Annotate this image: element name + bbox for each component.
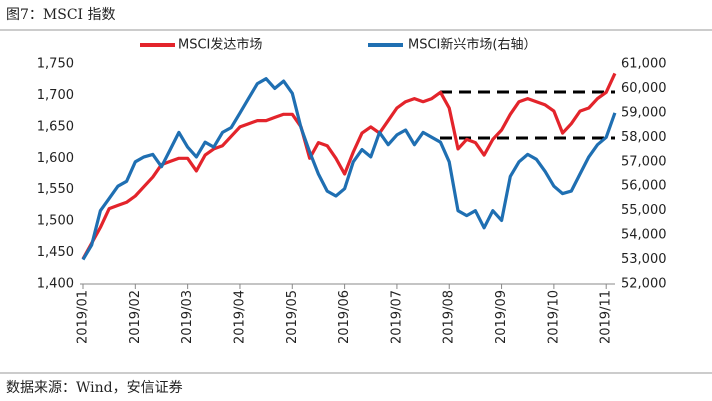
x-tick-label: 2019/03 <box>180 290 195 344</box>
y2-tick-label: 61,000 <box>621 57 667 72</box>
y2-tick-label: 52,000 <box>621 277 667 292</box>
y-tick-label: 1,750 <box>37 57 74 72</box>
y-tick-label: 1,500 <box>37 214 74 229</box>
x-tick-label: 2019/01 <box>76 290 91 344</box>
x-tick-label: 2019/08 <box>442 290 457 344</box>
x-tick-label: 2019/07 <box>389 290 404 344</box>
y2-tick-label: 58,000 <box>621 130 667 145</box>
y2-tick-label: 57,000 <box>621 154 667 169</box>
y2-tick-label: 55,000 <box>621 203 667 218</box>
y-tick-label: 1,550 <box>37 182 74 197</box>
series-line <box>81 72 617 260</box>
legend-label: MSCI新兴市场(右轴） <box>408 37 536 53</box>
x-tick-label: 2019/04 <box>232 290 247 344</box>
x-tick-label: 2019/11 <box>599 290 614 344</box>
y-tick-label: 1,400 <box>37 277 74 292</box>
y2-tick-label: 56,000 <box>621 179 667 194</box>
y2-tick-label: 60,000 <box>621 81 667 96</box>
y-tick-label: 1,450 <box>37 245 74 260</box>
legend-label: MSCI发达市场 <box>178 37 262 53</box>
x-tick-label: 2019/06 <box>337 290 352 344</box>
x-tick-label: 2019/09 <box>494 290 509 344</box>
y-tick-label: 1,600 <box>37 151 74 166</box>
x-tick-label: 2019/05 <box>285 290 300 344</box>
y2-tick-label: 59,000 <box>621 105 667 120</box>
y-tick-label: 1,650 <box>37 119 74 134</box>
source-note: 数据来源：Wind，安信证券 <box>6 380 183 396</box>
x-tick-label: 2019/10 <box>546 290 561 344</box>
y-tick-label: 1,700 <box>37 88 74 103</box>
x-tick-label: 2019/02 <box>128 290 143 344</box>
series-line <box>81 77 617 261</box>
y2-tick-label: 54,000 <box>621 228 667 243</box>
chart-title: 图7：MSCI 指数 <box>6 7 116 23</box>
y2-tick-label: 53,000 <box>621 252 667 267</box>
